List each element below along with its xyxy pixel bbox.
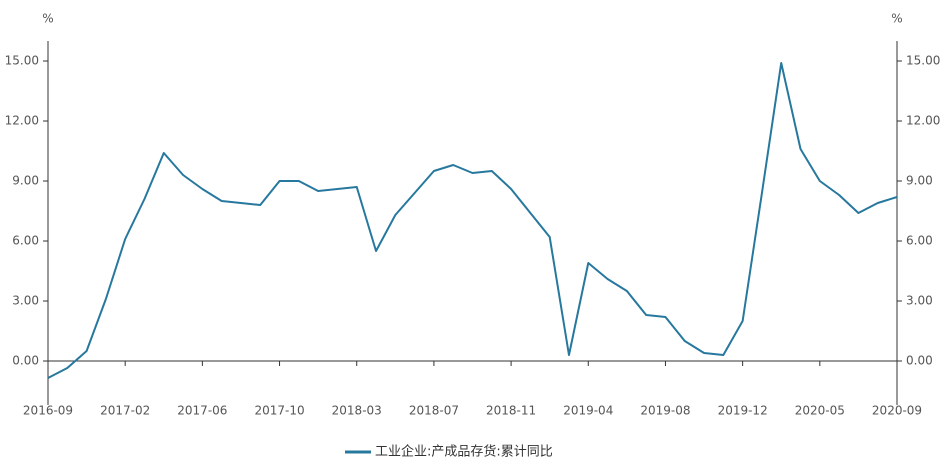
y2-tick-label: 6.00 <box>906 234 933 248</box>
y-tick-label: 9.00 <box>12 174 39 188</box>
y-tick-label: 0.00 <box>12 354 39 368</box>
y-tick-label: 15.00 <box>5 54 39 68</box>
y-tick-label: 12.00 <box>5 114 39 128</box>
y2-unit: % <box>891 12 902 26</box>
y2-tick-label: 9.00 <box>906 174 933 188</box>
x-tick-label: 2019-08 <box>640 404 690 418</box>
x-tick-label: 2016-09 <box>23 404 73 418</box>
y2-tick-label: 3.00 <box>906 294 933 308</box>
x-tick-label: 2018-07 <box>409 404 459 418</box>
y2-tick-label: 15.00 <box>906 54 940 68</box>
x-tick-label: 2017-06 <box>177 404 227 418</box>
legend-label: 工业企业:产成品存货:累计同比 <box>375 444 553 460</box>
y2-tick-label: 0.00 <box>906 354 933 368</box>
x-tick-label: 2018-11 <box>486 404 536 418</box>
y-tick-label: 6.00 <box>12 234 39 248</box>
x-tick-label: 2020-09 <box>872 404 922 418</box>
y2-tick-label: 12.00 <box>906 114 940 128</box>
x-tick-label: 2017-02 <box>100 404 150 418</box>
x-tick-label: 2019-04 <box>563 404 613 418</box>
x-tick-label: 2019-12 <box>718 404 768 418</box>
line-series <box>47 62 898 379</box>
x-tick-label: 2017-10 <box>254 404 304 418</box>
x-tick-label: 2020-05 <box>795 404 845 418</box>
y-tick-label: 3.00 <box>12 294 39 308</box>
y-unit: % <box>42 12 53 26</box>
x-tick-label: 2018-03 <box>332 404 382 418</box>
